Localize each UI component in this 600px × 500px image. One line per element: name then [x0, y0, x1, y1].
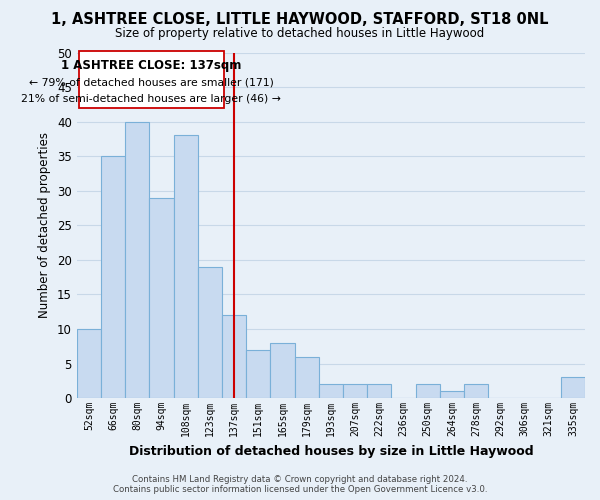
Text: ← 79% of detached houses are smaller (171): ← 79% of detached houses are smaller (17…	[29, 78, 274, 88]
Bar	[464, 384, 488, 398]
Text: 1, ASHTREE CLOSE, LITTLE HAYWOOD, STAFFORD, ST18 0NL: 1, ASHTREE CLOSE, LITTLE HAYWOOD, STAFFO…	[51, 12, 549, 28]
Bar	[343, 384, 367, 398]
Bar	[101, 156, 125, 398]
Bar	[149, 198, 173, 398]
Text: Size of property relative to detached houses in Little Haywood: Size of property relative to detached ho…	[115, 28, 485, 40]
Y-axis label: Number of detached properties: Number of detached properties	[38, 132, 52, 318]
Bar	[246, 350, 271, 398]
X-axis label: Distribution of detached houses by size in Little Haywood: Distribution of detached houses by size …	[128, 444, 533, 458]
Bar	[77, 329, 101, 398]
Bar	[319, 384, 343, 398]
Bar	[173, 136, 198, 398]
Bar	[222, 315, 246, 398]
Bar	[198, 267, 222, 398]
Bar	[125, 122, 149, 398]
Bar	[416, 384, 440, 398]
Bar	[295, 356, 319, 398]
Bar	[561, 378, 585, 398]
Text: Contains HM Land Registry data © Crown copyright and database right 2024.
Contai: Contains HM Land Registry data © Crown c…	[113, 474, 487, 494]
Text: 21% of semi-detached houses are larger (46) →: 21% of semi-detached houses are larger (…	[22, 94, 281, 104]
Text: 1 ASHTREE CLOSE: 137sqm: 1 ASHTREE CLOSE: 137sqm	[61, 60, 241, 72]
Bar	[440, 391, 464, 398]
Bar	[271, 343, 295, 398]
Bar	[367, 384, 391, 398]
Bar	[79, 51, 224, 108]
